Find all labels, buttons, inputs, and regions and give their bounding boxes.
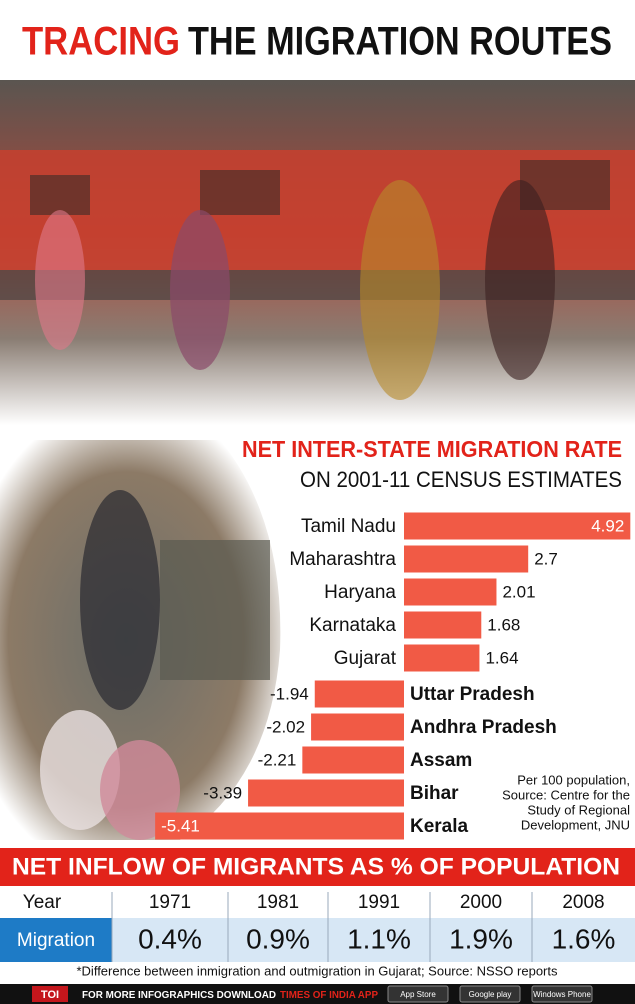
value-label: 1.68 bbox=[487, 615, 520, 634]
store-badge-label: Windows Phone bbox=[533, 990, 591, 999]
category-label: Karnataka bbox=[309, 615, 396, 636]
footer-text: FOR MORE INFOGRAPHICS DOWNLOAD bbox=[82, 989, 276, 1001]
note-line: Development, JNU bbox=[521, 817, 630, 832]
bar bbox=[155, 812, 404, 840]
cell: 1.1% bbox=[347, 923, 411, 954]
value-label: -5.41 bbox=[161, 816, 200, 835]
store-badge-label: Google play bbox=[469, 990, 512, 999]
footer-app: TIMES OF INDIA APP bbox=[280, 989, 378, 1001]
store-badge[interactable] bbox=[387, 985, 449, 1003]
value-label: 2.01 bbox=[502, 582, 535, 601]
cell: 1.6% bbox=[552, 923, 616, 954]
photo-train bbox=[0, 80, 635, 425]
note-line: Study of Regional bbox=[527, 802, 630, 817]
value-label: -2.02 bbox=[266, 717, 305, 736]
column-header: 2000 bbox=[460, 892, 502, 913]
column-header: Year bbox=[23, 892, 62, 913]
cell: 0.4% bbox=[138, 923, 202, 954]
title-highlight: TRACING bbox=[22, 20, 180, 64]
category-label: Kerala bbox=[410, 816, 469, 837]
bar bbox=[404, 578, 497, 606]
category-label: Haryana bbox=[324, 582, 396, 603]
bar bbox=[248, 779, 404, 807]
table-title: NET INFLOW OF MIGRANTS AS % OF POPULATIO… bbox=[12, 853, 620, 880]
row-band bbox=[112, 918, 635, 962]
row-label-band bbox=[0, 918, 112, 962]
bar bbox=[404, 611, 482, 639]
bar bbox=[404, 644, 480, 672]
note-line: Per 100 population, bbox=[517, 772, 630, 787]
photo-bus bbox=[0, 440, 281, 840]
value-label: 2.7 bbox=[534, 549, 558, 568]
bar bbox=[404, 512, 631, 540]
category-label: Tamil Nadu bbox=[301, 516, 396, 537]
value-label: -1.94 bbox=[270, 684, 309, 703]
column-header: 2008 bbox=[562, 892, 604, 913]
store-badges: App Store Google play Windows Phone bbox=[387, 985, 593, 1003]
bar bbox=[314, 680, 404, 708]
note-line: Source: Centre for the bbox=[502, 787, 630, 802]
brand: TOI bbox=[41, 989, 59, 1001]
table-title-band bbox=[0, 848, 635, 886]
category-label: Bihar bbox=[410, 783, 459, 804]
value-label: -2.21 bbox=[258, 750, 297, 769]
cell: 1.9% bbox=[449, 923, 513, 954]
bar-chart: Tamil Nadu 4.92 Maharashtra 2.7 Haryana 2.01 K… bbox=[155, 512, 631, 840]
category-label: Uttar Pradesh bbox=[410, 684, 535, 705]
category-label: Assam bbox=[410, 750, 472, 771]
value-label: -3.39 bbox=[203, 783, 242, 802]
chart-title: NET INTER-STATE MIGRATION RATE bbox=[242, 436, 622, 462]
value-label: 4.92 bbox=[591, 516, 624, 535]
category-label: Gujarat bbox=[334, 648, 397, 669]
bar bbox=[311, 713, 404, 741]
brand-box bbox=[32, 986, 68, 1002]
store-badge-label: App Store bbox=[400, 990, 436, 999]
column-header: 1971 bbox=[149, 892, 191, 913]
chart-subtitle: ON 2001-11 CENSUS ESTIMATES bbox=[300, 467, 622, 492]
store-badge[interactable] bbox=[459, 985, 521, 1003]
category-label: Maharashtra bbox=[289, 549, 396, 570]
cell: 0.9% bbox=[246, 923, 310, 954]
store-badge[interactable] bbox=[531, 985, 593, 1003]
footnote: *Difference between inmigration and outm… bbox=[76, 963, 558, 978]
column-header: 1981 bbox=[257, 892, 299, 913]
title: THE MIGRATION ROUTES bbox=[188, 20, 612, 64]
bar bbox=[404, 545, 529, 573]
bar bbox=[302, 746, 404, 774]
row-label: Migration bbox=[17, 930, 95, 951]
column-header: 1991 bbox=[358, 892, 400, 913]
table: Year 1971 1981 1991 2000 2008 Migration 0.4% 0.9… bbox=[17, 892, 615, 962]
category-label: Andhra Pradesh bbox=[410, 717, 557, 738]
value-label: 1.64 bbox=[485, 648, 518, 667]
chart-note: Per 100 population,Source: Centre for th… bbox=[502, 772, 630, 832]
